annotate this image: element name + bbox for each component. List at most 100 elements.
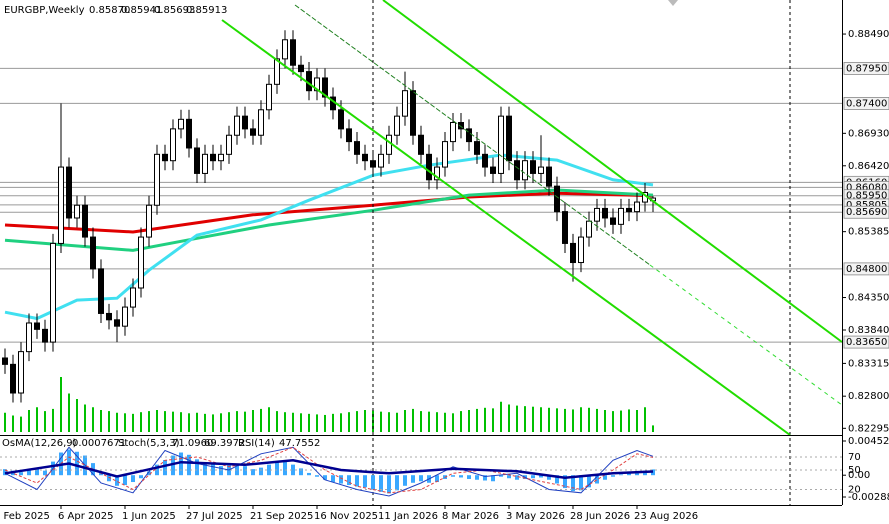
osma-bar [571,475,575,492]
candle-body [202,153,208,174]
rsi-value: 47.7552 [279,438,320,449]
osma-bar [123,475,127,486]
volume-bar [28,410,30,432]
osma-bar [531,475,535,479]
volume-bar [284,412,286,432]
candle-body [346,128,352,143]
level-tick-label: 50 [848,465,861,476]
volume-bar [380,411,382,432]
volume-bar [540,407,542,432]
volume-bar [300,413,302,432]
candle-body [594,207,600,222]
volume-bar [12,415,14,432]
volume-bar [444,412,446,432]
osma-bar [355,475,359,487]
candle-body [218,153,224,162]
osma-bar [619,474,623,476]
osma-bar [195,459,199,476]
candle-body [274,58,280,85]
volume-bar [292,412,294,432]
volume-bar [236,411,238,432]
candle-body [634,201,640,213]
osma-bar [603,475,607,480]
volume-bar [20,416,22,432]
osma-bar [451,475,455,477]
level-label-box [843,262,889,276]
osma-bar [515,475,519,480]
level-label: 0.87950 [846,63,887,74]
candle-body [506,115,512,162]
volume-bar [588,407,590,432]
candle-body [362,153,368,162]
volume-bar [260,408,262,432]
volume-bar [316,414,318,432]
volume-bar [476,408,478,432]
volume-bar [108,411,110,432]
y-tick-label: 0.82800 [848,391,889,402]
volume-bar [524,406,526,432]
candle-body [130,287,136,308]
volume-bar [116,412,118,432]
osma-bar [211,463,215,476]
level-label-box [843,205,889,219]
candle-body [162,153,168,162]
volume-bar [436,412,438,432]
candle-body [34,322,40,330]
volume-bar [204,413,206,432]
level-label: 0.83650 [846,337,887,348]
candle-body [546,166,552,187]
osma-bar [411,475,415,483]
y-tick-label: 0.83315 [848,358,889,369]
level-label: 0.85690 [846,207,887,218]
osma-bar [331,475,335,483]
osma-bar [363,475,367,488]
osma-bar [339,475,343,484]
volume-bar [564,408,566,432]
volume-bar [84,404,86,432]
candle-body [322,77,328,98]
osma-bar [219,466,223,476]
candle-body [602,207,608,219]
oscillator-panel [0,446,842,497]
volume-bar [276,411,278,432]
main-panel [0,30,842,432]
osma-bar [627,472,631,476]
shift-marker [668,0,678,6]
volume-bar [596,408,598,432]
volume-bar [396,412,398,432]
volume-bar [620,410,622,432]
candle-body [626,207,632,213]
osma-bar [371,475,375,490]
y-tick-label: 0.86930 [848,128,889,139]
level-label-box [843,62,889,75]
stoch-main-value: 71.0960 [172,438,213,449]
x-tick-label: 27 Jul 2025 [186,511,243,522]
osma-bar [139,475,143,479]
volume-bar [36,407,38,432]
volume-bar [420,411,422,432]
level-label: 0.85805 [846,200,887,211]
candle-body [378,153,384,168]
candle-body [226,134,232,155]
osma-bar [579,475,583,491]
symbol-title: EURGBP,Weekly [4,5,85,16]
candle-body [210,153,216,162]
candle-body [98,268,104,314]
volume-bar [484,407,486,432]
osma-bar [595,475,599,484]
candle-body [498,115,504,174]
candle-body [522,160,528,181]
osma-bar [179,452,183,476]
volume-bar [92,407,94,432]
stoch-signal-value: 69.3972 [204,438,245,449]
candle-body [82,204,88,238]
candle-body [50,242,56,343]
volume-bar [604,410,606,432]
x-tick-label: 6 Apr 2025 [58,511,113,522]
candle-body [402,90,408,117]
osma-bar [379,475,383,492]
osma-bar [491,475,495,482]
volume-bar [212,414,214,432]
osma-bar [395,475,399,491]
